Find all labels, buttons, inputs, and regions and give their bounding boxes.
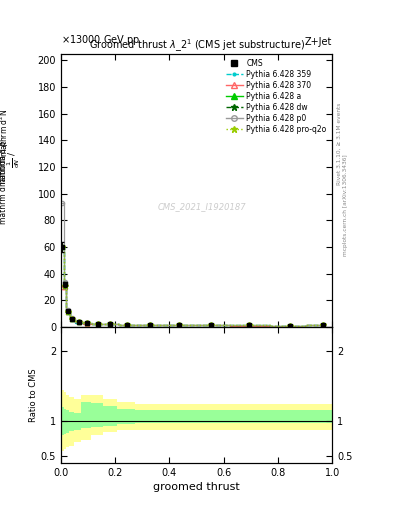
Text: mathrm d p: mathrm d p bbox=[0, 141, 8, 186]
Text: $\times$13000 GeV pp: $\times$13000 GeV pp bbox=[61, 33, 140, 47]
Text: Rivet 3.1.10, ≥ 3.1M events: Rivet 3.1.10, ≥ 3.1M events bbox=[336, 102, 341, 184]
Text: $\frac{1}{\mathrm{d}N}$ /: $\frac{1}{\mathrm{d}N}$ / bbox=[6, 150, 22, 167]
Title: Groomed thrust $\lambda\_2^1$ (CMS jet substructure): Groomed thrust $\lambda\_2^1$ (CMS jet s… bbox=[88, 37, 305, 54]
Text: mcplots.cern.ch [arXiv:1306.3436]: mcplots.cern.ch [arXiv:1306.3436] bbox=[343, 154, 347, 255]
Text: mathrm d lambda: mathrm d lambda bbox=[0, 155, 8, 224]
X-axis label: groomed thrust: groomed thrust bbox=[153, 482, 240, 493]
Text: Z+Jet: Z+Jet bbox=[305, 37, 332, 47]
Y-axis label: Ratio to CMS: Ratio to CMS bbox=[29, 368, 38, 422]
Legend: CMS, Pythia 6.428 359, Pythia 6.428 370, Pythia 6.428 a, Pythia 6.428 dw, Pythia: CMS, Pythia 6.428 359, Pythia 6.428 370,… bbox=[224, 57, 328, 135]
Text: mathrm d$^2$N: mathrm d$^2$N bbox=[0, 109, 10, 157]
Text: CMS_2021_I1920187: CMS_2021_I1920187 bbox=[158, 202, 246, 211]
